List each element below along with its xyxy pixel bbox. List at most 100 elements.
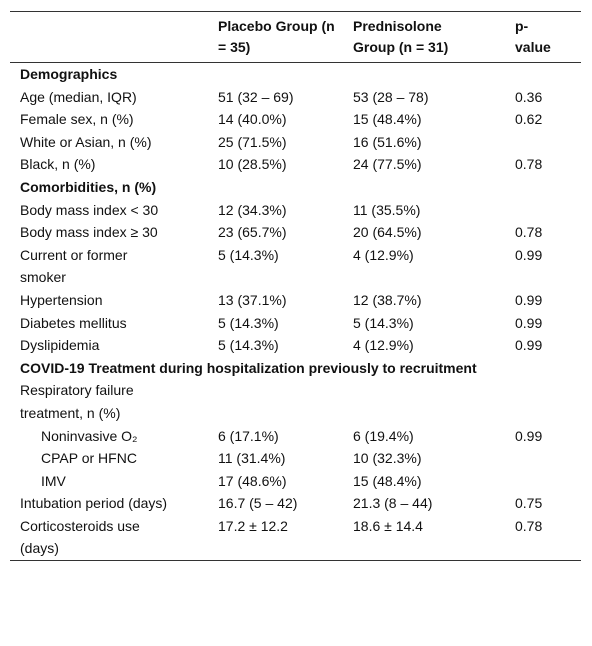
row-label: Age (median, IQR) [20,88,137,105]
value-cell: 0.99 [505,289,581,312]
row-label-cell: Diabetes mellitus [10,312,208,335]
row-label-cell: Body mass index < 30 [10,199,208,222]
table-row: Intubation period (days) 16.7 (5 – 42) 21.… [10,492,581,515]
table-row: Dyslipidemia 5 (14.3%) 4 (12.9%) 0.99 [10,334,581,357]
row-label: Body mass index ≥ 30 [20,224,158,241]
cell-text: 0.62 [515,111,543,128]
cell-text: 14 (40.0%) [218,111,287,128]
header-cell: p-value [505,12,581,63]
section-title: COVID-19 Treatment during hospitalizatio… [20,359,477,376]
cell-text: 18.6 ± 14.4 [353,517,423,534]
value-cell [208,379,343,424]
row-label-cell: Corticosteroids use (days) [10,515,208,561]
row-label-cell: Noninvasive O₂ [10,425,208,448]
header-text: p-value [515,18,551,55]
value-cell: 0.99 [505,334,581,357]
table-document: Placebo Group (n = 35) Prednisolone Grou… [10,11,581,561]
row-label: Respiratory failure treatment, n (%) [20,382,134,421]
cell-text: 16.7 (5 – 42) [218,495,298,512]
value-cell: 0.62 [505,108,581,131]
cell-text: 12 (34.3%) [218,201,287,218]
value-cell: 11 (35.5%) [343,199,505,222]
row-label-cell: Age (median, IQR) [10,86,208,109]
value-cell: 18.6 ± 14.4 [343,515,505,561]
table-row: Respiratory failure treatment, n (%) [10,379,581,424]
cell-text: 11 (31.4%) [218,450,286,467]
cell-text: 10 (28.5%) [218,156,287,173]
row-label: Hypertension [20,291,103,308]
value-cell: 5 (14.3%) [208,244,343,289]
table-row: Current or former smoker 5 (14.3%) 4 (12.9… [10,244,581,289]
cell-text: 6 (19.4%) [353,427,414,444]
cell-text: 15 (48.4%) [353,472,422,489]
value-cell [505,379,581,424]
table-row: Corticosteroids use (days) 17.2 ± 12.2 18.… [10,515,581,561]
cell-text: 17.2 ± 12.2 [218,517,288,534]
value-cell: 17 (48.6%) [208,470,343,493]
table-row: Hypertension 13 (37.1%) 12 (38.7%) 0.99 [10,289,581,312]
cell-text: 12 (38.7%) [353,291,422,308]
value-cell: 13 (37.1%) [208,289,343,312]
value-cell: 51 (32 – 69) [208,86,343,109]
value-cell [505,131,581,154]
value-cell: 0.36 [505,86,581,109]
cell-text: 17 (48.6%) [218,472,287,489]
table-row: Diabetes mellitus 5 (14.3%) 5 (14.3%) 0.99 [10,312,581,335]
table-row: Female sex, n (%) 14 (40.0%) 15 (48.4%) 0.6… [10,108,581,131]
cell-text: 16 (51.6%) [353,133,422,150]
header-text: Prednisolone Group (n = 31) [353,18,449,55]
row-label-cell: Dyslipidemia [10,334,208,357]
cell-text: 23 (65.7%) [218,224,287,241]
value-cell: 25 (71.5%) [208,131,343,154]
value-cell: 0.78 [505,515,581,561]
value-cell [505,447,581,470]
header-text: Placebo Group (n = 35) [218,18,335,55]
row-label: Female sex, n (%) [20,111,134,128]
cell-text: 4 (12.9%) [353,337,414,354]
cell-text: 24 (77.5%) [353,156,422,173]
cell-text: 13 (37.1%) [218,291,287,308]
value-cell: 0.78 [505,221,581,244]
cell-text: 21.3 (8 – 44) [353,495,433,512]
value-cell: 0.78 [505,153,581,176]
value-cell: 16.7 (5 – 42) [208,492,343,515]
table-row: Body mass index ≥ 30 23 (65.7%) 20 (64.5%)… [10,221,581,244]
value-cell: 10 (32.3%) [343,447,505,470]
header-cell [10,12,208,63]
value-cell: 21.3 (8 – 44) [343,492,505,515]
section-title: Demographics [20,66,118,82]
row-label: Current or former smoker [20,246,128,286]
header-cell: Placebo Group (n = 35) [208,12,343,63]
cell-text: 15 (48.4%) [353,111,422,128]
cell-text: 6 (17.1%) [218,427,279,444]
cell-text: 51 (32 – 69) [218,88,294,105]
cell-text: 0.99 [515,246,543,263]
value-cell: 5 (14.3%) [208,312,343,335]
value-cell: 0.75 [505,492,581,515]
row-label-cell: Hypertension [10,289,208,312]
value-cell: 12 (38.7%) [343,289,505,312]
cell-text: 0.75 [515,495,543,512]
row-label: Corticosteroids use (days) [20,517,140,557]
row-label: Noninvasive O₂ [41,427,138,444]
row-label: IMV [41,472,66,489]
value-cell: 11 (31.4%) [208,447,343,470]
value-cell [343,379,505,424]
header-row: Placebo Group (n = 35) Prednisolone Grou… [10,11,581,63]
row-label-cell: Female sex, n (%) [10,108,208,131]
data-table: Placebo Group (n = 35) Prednisolone Grou… [10,11,581,561]
value-cell: 6 (19.4%) [343,425,505,448]
row-label: Dyslipidemia [20,337,100,354]
row-label: Black, n (%) [20,156,96,173]
cell-text: 53 (28 – 78) [353,88,429,105]
section-row: Demographics [10,63,581,86]
cell-text: 0.78 [515,156,543,173]
row-label-cell: Black, n (%) [10,153,208,176]
cell-text: 5 (14.3%) [353,314,414,331]
value-cell: 10 (28.5%) [208,153,343,176]
value-cell: 17.2 ± 12.2 [208,515,343,561]
value-cell: 0.99 [505,312,581,335]
row-label: Body mass index < 30 [20,201,159,218]
value-cell: 23 (65.7%) [208,221,343,244]
table-header: Placebo Group (n = 35) Prednisolone Grou… [10,11,581,63]
